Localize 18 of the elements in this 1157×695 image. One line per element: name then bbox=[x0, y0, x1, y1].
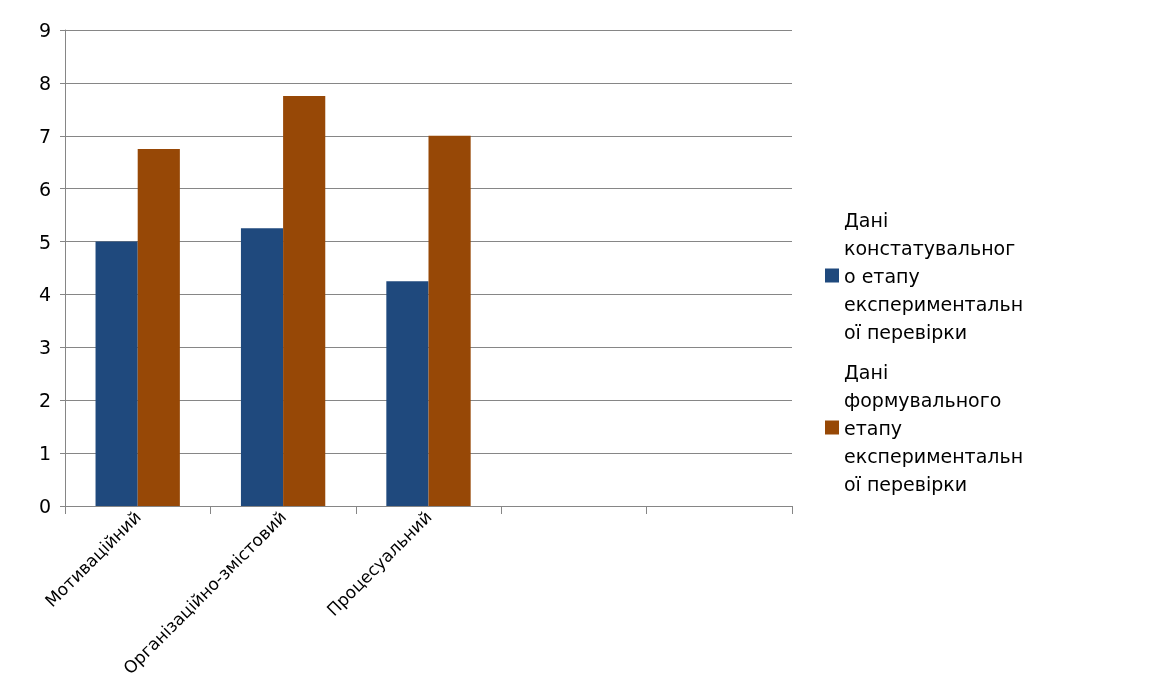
bar bbox=[283, 96, 326, 506]
y-tick-label: 7 bbox=[38, 124, 51, 147]
y-tick-label: 1 bbox=[38, 442, 51, 465]
y-tick-label: 8 bbox=[38, 71, 51, 94]
y-tick-label: 0 bbox=[38, 495, 51, 517]
legend-label: Дані констатувального етапу експериментальної перевірки bbox=[844, 208, 1024, 343]
bar bbox=[240, 228, 284, 506]
y-tick-label: 4 bbox=[38, 283, 51, 306]
bar bbox=[386, 281, 429, 506]
bar bbox=[137, 149, 180, 506]
y-tick-label: 6 bbox=[38, 177, 51, 200]
bar bbox=[428, 135, 471, 506]
y-tick-label: 2 bbox=[38, 389, 51, 412]
bar bbox=[95, 241, 138, 506]
legend-label: Дані формувального етапу експериментальної перевірки bbox=[844, 360, 1024, 495]
y-tick-label: 3 bbox=[38, 336, 51, 359]
y-tick-label: 9 bbox=[38, 19, 51, 41]
y-tick-label: 5 bbox=[38, 230, 51, 253]
